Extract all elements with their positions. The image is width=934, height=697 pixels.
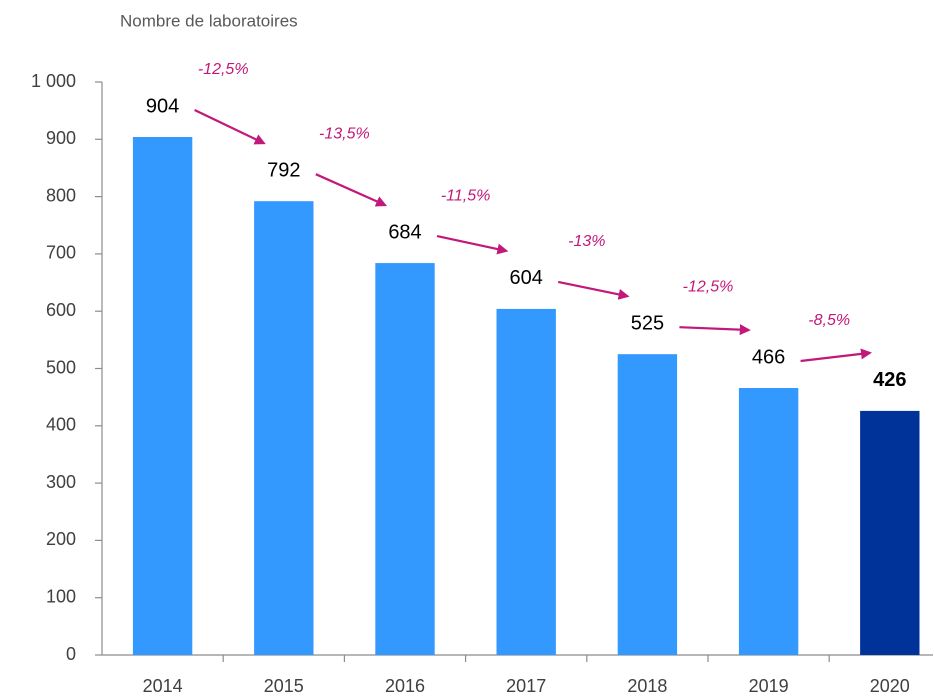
y-tick-label: 300: [46, 472, 76, 492]
y-tick-label: 500: [46, 357, 76, 377]
bar: [375, 263, 435, 655]
bar: [738, 387, 799, 655]
x-tick-label: 2015: [264, 676, 304, 696]
arrow: [679, 324, 751, 336]
data-label: 525: [631, 312, 664, 334]
y-tick-label: 100: [46, 586, 76, 606]
annotation: -8,5%: [808, 312, 850, 329]
arrow: [557, 280, 630, 300]
y-axis-title: Nombre de laboratoires: [120, 11, 298, 30]
x-tick-label: 2014: [143, 676, 183, 696]
bar: [254, 201, 314, 655]
data-label: 904: [146, 95, 179, 117]
y-tick-label: 800: [46, 185, 76, 205]
y-tick-label: 1 000: [31, 71, 76, 91]
y-tick-label: 700: [46, 243, 76, 263]
y-tick-label: 0: [66, 644, 76, 664]
data-label: 466: [752, 346, 785, 368]
arrow: [194, 109, 266, 145]
annotation: -12,5%: [198, 61, 249, 78]
bar: [617, 354, 678, 655]
arrow: [315, 173, 388, 207]
bar: [860, 410, 920, 655]
bar: [132, 137, 193, 655]
y-tick-label: 600: [46, 300, 76, 320]
x-tick-label: 2019: [749, 676, 789, 696]
arrow: [436, 234, 509, 255]
data-label: 426: [873, 369, 906, 391]
x-tick-label: 2016: [385, 676, 425, 696]
x-tick-label: 2020: [870, 676, 910, 696]
data-label: 604: [510, 267, 543, 289]
annotation: -13,5%: [319, 125, 370, 142]
y-tick-label: 200: [46, 529, 76, 549]
y-tick-label: 900: [46, 128, 76, 148]
data-label: 684: [388, 221, 421, 243]
arrow: [800, 348, 872, 363]
x-tick-label: 2018: [627, 676, 667, 696]
annotation: -12,5%: [683, 278, 734, 295]
annotation: -13%: [568, 233, 605, 250]
x-tick-label: 2017: [506, 676, 546, 696]
bar: [496, 308, 556, 655]
y-tick-label: 400: [46, 415, 76, 435]
data-label: 792: [267, 159, 300, 181]
annotation: -11,5%: [441, 187, 491, 204]
